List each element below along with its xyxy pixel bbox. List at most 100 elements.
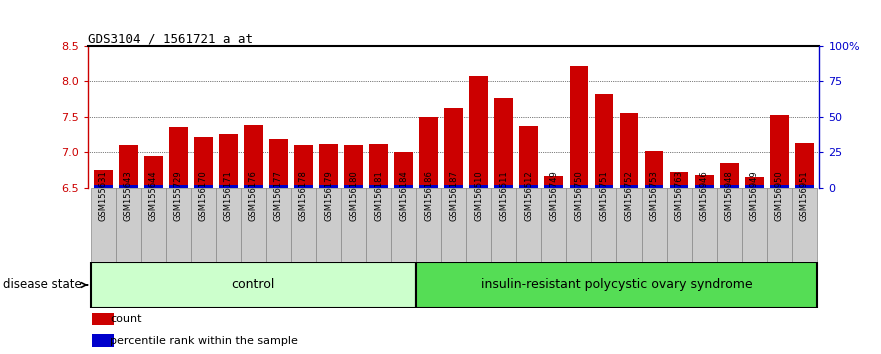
Bar [219,134,238,188]
Bar [441,188,466,262]
Text: GSM156763: GSM156763 [675,170,684,221]
Text: GSM156949: GSM156949 [750,170,759,221]
Bar [645,151,663,188]
Bar [541,188,566,262]
Bar [141,188,166,262]
Bar [416,188,441,262]
Bar [795,185,814,188]
Bar [92,313,114,325]
Bar [93,185,113,188]
Bar [394,185,413,188]
Bar [595,94,613,188]
Bar [319,185,338,188]
Bar [466,188,492,262]
Text: control: control [232,279,275,291]
Bar [444,185,463,188]
Bar [766,188,792,262]
Bar [144,156,163,188]
Bar [667,188,692,262]
Bar [344,185,363,188]
Text: GSM156177: GSM156177 [274,170,283,221]
Text: GSM156176: GSM156176 [248,170,258,221]
Text: GSM156511: GSM156511 [500,170,508,221]
Bar [244,125,263,188]
Bar [366,188,391,262]
Text: count: count [110,314,142,324]
Bar [566,188,591,262]
Bar [716,188,742,262]
Bar [670,185,688,188]
Text: GSM155644: GSM155644 [149,170,158,221]
Bar [91,188,115,262]
Bar [344,145,363,188]
Bar [645,185,663,188]
Bar [720,185,738,188]
Bar [470,76,488,188]
Bar [369,185,388,188]
Text: GSM156749: GSM156749 [550,170,559,221]
Bar [591,188,617,262]
Bar [216,188,241,262]
Bar [115,188,141,262]
Text: GSM156181: GSM156181 [374,170,383,221]
Bar [544,176,563,188]
Bar [617,188,641,262]
Text: GSM156179: GSM156179 [324,170,333,221]
Text: GSM156186: GSM156186 [424,170,433,221]
Bar [166,188,191,262]
Bar [91,262,416,308]
Bar [795,143,814,188]
Text: GSM156948: GSM156948 [725,170,734,221]
Bar [194,137,212,188]
Text: GSM156170: GSM156170 [199,170,208,221]
Bar [391,188,416,262]
Bar [419,117,438,188]
Text: GSM156178: GSM156178 [299,170,308,221]
Bar [619,113,639,188]
Bar [494,98,514,188]
Bar [219,185,238,188]
Bar [770,185,788,188]
Bar [194,185,212,188]
Text: percentile rank within the sample: percentile rank within the sample [110,336,298,346]
Bar [269,139,288,188]
Bar [319,144,338,188]
Bar [119,145,137,188]
Text: GSM156510: GSM156510 [474,170,484,221]
Text: GSM156187: GSM156187 [449,170,458,221]
Bar [269,185,288,188]
Bar [93,170,113,188]
Bar [770,115,788,188]
Bar [742,188,766,262]
Bar [241,188,266,262]
Bar [670,172,688,188]
Bar [119,185,137,188]
Text: GSM156750: GSM156750 [574,170,583,221]
Text: GSM156951: GSM156951 [800,170,809,221]
Bar [641,188,667,262]
Bar [294,185,313,188]
Bar [692,188,716,262]
Bar [695,185,714,188]
Bar [266,188,291,262]
Bar [291,188,316,262]
Bar [169,185,188,188]
Bar [294,145,313,188]
Bar [394,152,413,188]
Bar [419,185,438,188]
Bar [470,185,488,188]
Text: GSM156512: GSM156512 [524,170,533,221]
Text: GSM156751: GSM156751 [599,170,609,221]
Bar [569,66,589,188]
Text: disease state: disease state [3,279,87,291]
Text: GSM155631: GSM155631 [99,170,107,221]
Text: GSM155643: GSM155643 [123,170,133,221]
Text: GSM156184: GSM156184 [399,170,408,221]
Bar [695,175,714,188]
Text: insulin-resistant polycystic ovary syndrome: insulin-resistant polycystic ovary syndr… [481,279,752,291]
Bar [744,185,764,188]
Bar [341,188,366,262]
Text: GSM156752: GSM156752 [625,170,633,221]
Bar [569,185,589,188]
Text: GSM156753: GSM156753 [649,170,659,221]
